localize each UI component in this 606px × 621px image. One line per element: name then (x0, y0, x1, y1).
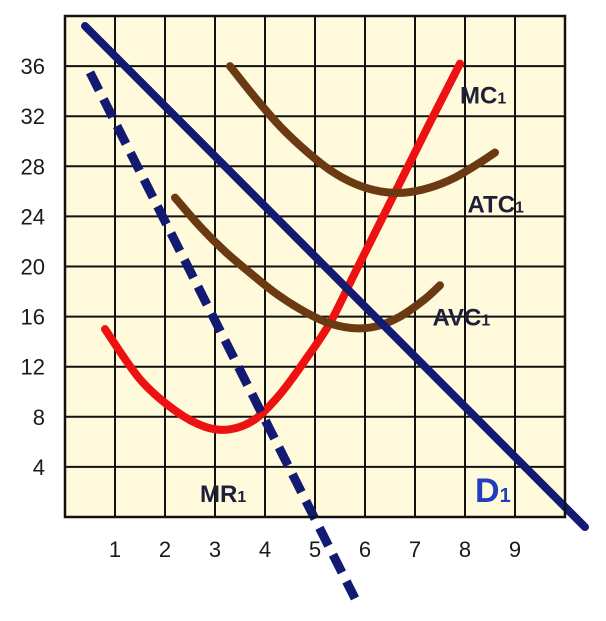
y-tick-label: 28 (21, 154, 45, 179)
grid-lines (65, 16, 565, 517)
x-tick-label: 5 (309, 537, 321, 562)
y-tick-label: 24 (21, 204, 45, 229)
x-tick-label: 7 (409, 537, 421, 562)
d-curve (81, 22, 589, 532)
y-tick-label: 32 (21, 104, 45, 129)
y-tick-label: 16 (21, 305, 45, 330)
y-tick-label: 4 (33, 455, 45, 480)
x-tick-label: 1 (109, 537, 121, 562)
x-tick-label: 6 (359, 537, 371, 562)
x-tick-label: 3 (209, 537, 221, 562)
series-inside-plot (101, 59, 499, 434)
y-tick-label: 36 (21, 54, 45, 79)
avc-curve (171, 193, 444, 333)
mr-curve (85, 70, 360, 601)
x-tick-label: 2 (159, 537, 171, 562)
y-tick-label: 8 (33, 405, 45, 430)
x-tick-label: 4 (259, 537, 271, 562)
x-axis-ticks: 1 2 3 4 5 6 7 8 9 (109, 537, 521, 562)
atc-curve (226, 62, 499, 197)
d-label: D1 (475, 472, 511, 510)
mr-label: MR1 (200, 481, 246, 508)
atc-label: ATC1 (468, 192, 525, 219)
mc-label: MC1 (460, 83, 506, 110)
x-tick-label: 8 (459, 537, 471, 562)
x-tick-label: 9 (509, 537, 521, 562)
plot-frame (63, 14, 567, 519)
mc-curve (101, 59, 464, 434)
avc-label: AVC1 (433, 304, 491, 331)
y-tick-label: 20 (21, 255, 45, 280)
series-outside-plot (81, 22, 589, 601)
y-axis-ticks: 4 8 12 16 20 24 28 32 36 (21, 54, 45, 480)
curve-labels: D1 MR1 MC1 ATC1 AVC1 (200, 83, 524, 510)
y-tick-label: 12 (21, 355, 45, 380)
